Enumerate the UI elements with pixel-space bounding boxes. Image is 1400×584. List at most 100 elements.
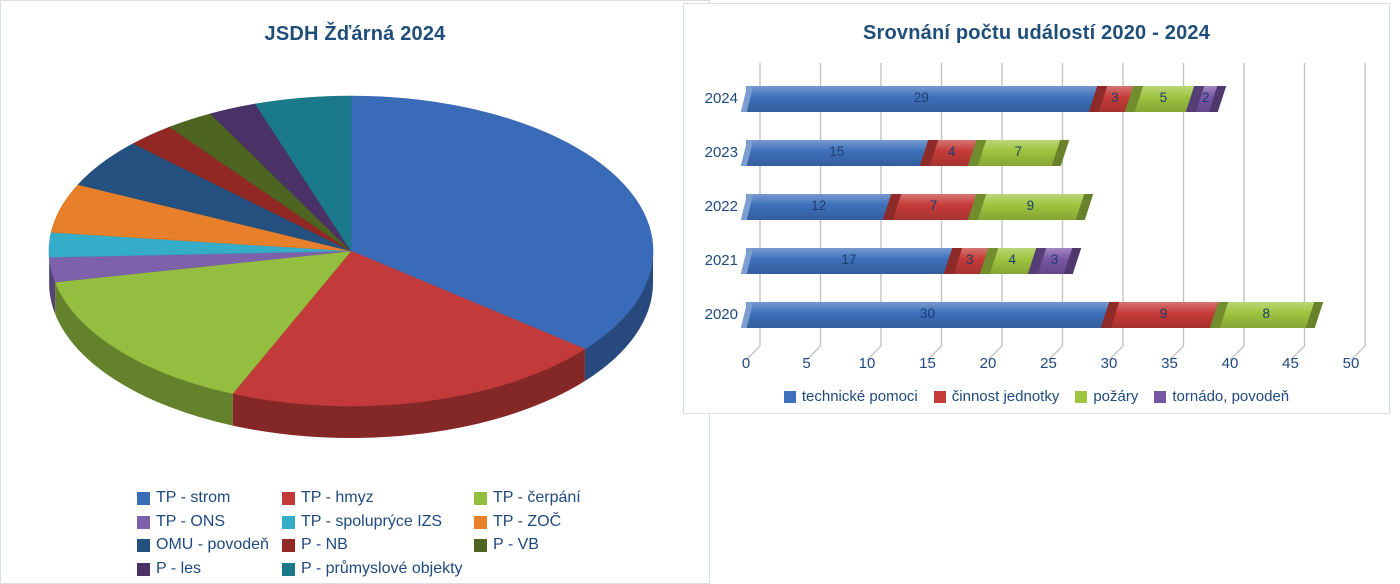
pie-legend-item: TP - čerpání xyxy=(474,489,581,507)
pie-legend-swatch xyxy=(137,538,150,552)
pie-legend-swatch xyxy=(282,515,295,529)
y-axis-label: 2020 xyxy=(704,306,738,323)
pie-slice xyxy=(350,95,654,350)
pie-legend-swatch xyxy=(137,491,150,505)
x-tick-label: 45 xyxy=(1282,355,1299,372)
pie-slice xyxy=(54,250,352,394)
x-tick-label: 30 xyxy=(1100,355,1118,372)
bar-segment: 17 xyxy=(740,248,952,274)
pie-legend-label: TP - spoluprýce IZS xyxy=(301,513,443,530)
bar-legend-label: technické pomoci xyxy=(801,388,918,405)
pie-legend-label: TP - čerpání xyxy=(493,489,581,506)
pie-legend-swatch xyxy=(282,538,295,552)
pie-legend-item: TP - spoluprýce IZS xyxy=(282,513,442,531)
pie-legend-label: P - NB xyxy=(301,536,348,553)
bar-segment: 30 xyxy=(740,302,1109,328)
pie-legend-item: P - VB xyxy=(474,536,539,554)
bar-legend-swatch xyxy=(783,390,796,403)
bar-legend-swatch xyxy=(1154,390,1167,403)
bar-segment: 12 xyxy=(740,194,892,220)
bar-legend-label: činnost jednotky xyxy=(951,388,1060,405)
pie-legend-label: P - VB xyxy=(493,536,539,553)
bar-segment: 9 xyxy=(967,194,1094,220)
pie-legend-swatch xyxy=(282,491,295,505)
pie-slice-side xyxy=(55,282,233,426)
x-tick-label: 20 xyxy=(979,355,997,372)
pie-legend-swatch xyxy=(474,538,487,552)
bar-segment: 2 xyxy=(1185,86,1227,112)
pie-legend-label: TP - ONS xyxy=(156,513,226,530)
bar-chart-panel: Srovnání počtu událostí 2020 - 2024 0 5 10… xyxy=(683,3,1390,414)
bar-legend-label: tornádo, povodeň xyxy=(1172,388,1290,405)
x-tick-label: 40 xyxy=(1221,355,1239,372)
x-tick-label: 15 xyxy=(919,355,936,372)
y-axis-label: 2021 xyxy=(704,252,738,269)
y-axis-label: 2022 xyxy=(704,198,738,215)
x-tick-label: 50 xyxy=(1342,355,1360,372)
x-tick-label: 35 xyxy=(1161,355,1178,372)
bar-value-label: 12 xyxy=(811,198,827,213)
gridline xyxy=(1169,63,1185,361)
pie-legend-label: P - les xyxy=(156,560,202,577)
bar-segment: 5 xyxy=(1124,86,1194,112)
bar-segment: 7 xyxy=(967,140,1069,166)
y-axis-label: 2024 xyxy=(704,90,738,107)
pie-legend-item: TP - ZOČ xyxy=(474,513,561,531)
bar-value-label: 8 xyxy=(1262,306,1271,321)
bar-legend-label: požáry xyxy=(1093,388,1139,405)
pie-legend-swatch xyxy=(137,515,150,529)
bar-value-label: 4 xyxy=(947,144,956,159)
pie-chart-panel: JSDH Žďárná 2024 TP - strom TP - hmyz TP -… xyxy=(0,0,710,584)
bar-value-label: 29 xyxy=(913,90,929,105)
pie-legend-swatch xyxy=(282,562,295,576)
pie-legend-swatch xyxy=(474,491,487,505)
bar-value-label: 15 xyxy=(829,144,845,159)
bar-value-label: 3 xyxy=(966,252,974,267)
bar-segment: 7 xyxy=(882,194,976,220)
pie-chart-title: JSDH Žďárná 2024 xyxy=(264,23,446,45)
bar-legend-item: činnost jednotky xyxy=(933,388,1060,405)
pie-legend-label: TP - strom xyxy=(156,489,231,506)
bar-segment: 4 xyxy=(919,140,976,166)
bar-segment: 9 xyxy=(1100,302,1218,328)
bar-legend-item: požáry xyxy=(1075,388,1138,405)
x-tick-label: 0 xyxy=(741,355,751,372)
bar-value-label: 2 xyxy=(1202,90,1210,105)
pie-legend-label: TP - ZOČ xyxy=(493,513,562,530)
bar-legend-swatch xyxy=(933,390,946,403)
gridline xyxy=(1350,63,1366,361)
gridline xyxy=(1290,63,1306,361)
y-axis-label: 2023 xyxy=(704,144,738,161)
bar-legend-item: tornádo, povodeň xyxy=(1154,388,1289,405)
x-tick-label: 5 xyxy=(802,355,811,372)
bar-value-label: 7 xyxy=(929,198,938,213)
pie-legend-item: TP - hmyz xyxy=(282,489,374,507)
pie-legend-item: TP - strom xyxy=(137,489,230,507)
pie-legend-item: P - průmyslové objekty xyxy=(282,560,463,578)
x-tick-label: 25 xyxy=(1040,355,1057,372)
gridline xyxy=(1108,63,1124,361)
bar-value-label: 9 xyxy=(1026,198,1035,213)
bar-segment: 15 xyxy=(740,140,928,166)
pie-legend-swatch xyxy=(474,515,487,529)
gridline xyxy=(1229,63,1245,361)
bar-legend-item: technické pomoci xyxy=(783,388,918,405)
pie-slice-side xyxy=(584,251,653,382)
bar-value-label: 5 xyxy=(1159,90,1168,105)
bar-value-label: 17 xyxy=(841,252,857,267)
pie-legend-swatch xyxy=(137,562,150,576)
bar-value-label: 7 xyxy=(1014,144,1022,159)
bar-segment: 3 xyxy=(1028,248,1081,274)
bar-value-label: 30 xyxy=(919,306,936,321)
pie-slice xyxy=(232,250,586,407)
bar-legend-swatch xyxy=(1075,390,1088,403)
bar-legend: technické pomoci činnost jednotky požáry to… xyxy=(684,388,1389,405)
bar-value-label: 4 xyxy=(1008,252,1016,267)
pie-legend-label: TP - hmyz xyxy=(301,489,374,506)
pie-legend-label: OMU - povodeň xyxy=(156,536,269,553)
bar-segment: 8 xyxy=(1209,302,1323,328)
pie-legend-item: P - les xyxy=(137,560,201,578)
bar-value-label: 3 xyxy=(1111,90,1119,105)
pie-slice-side xyxy=(232,349,585,439)
